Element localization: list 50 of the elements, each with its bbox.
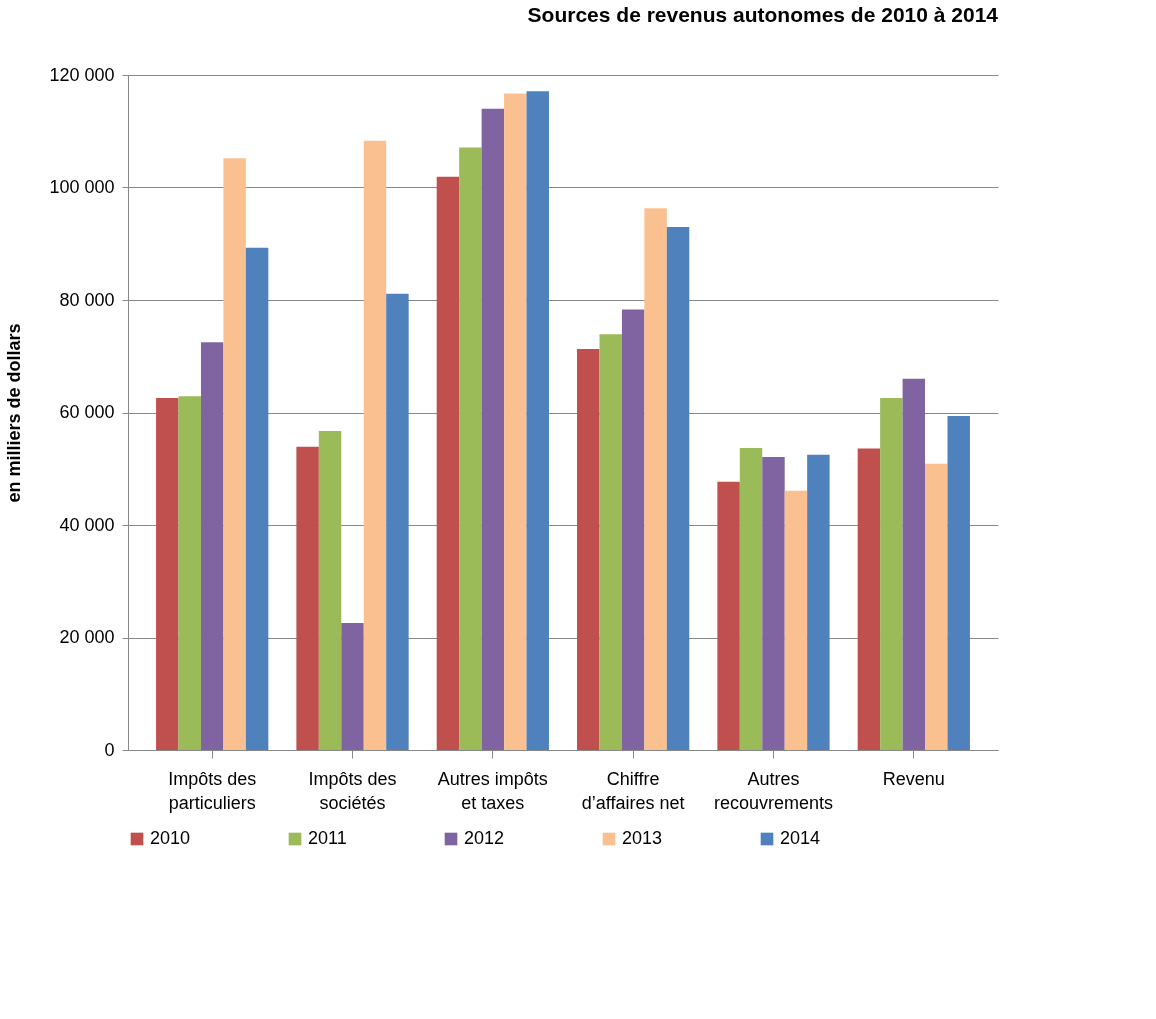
bar bbox=[296, 446, 319, 750]
y-tick-label: 20 000 bbox=[59, 627, 115, 647]
y-tick-label: 40 000 bbox=[59, 514, 115, 535]
x-tick-label: Revenu bbox=[882, 768, 945, 789]
bar bbox=[807, 454, 830, 750]
bar bbox=[386, 293, 409, 750]
bar bbox=[481, 108, 505, 750]
x-tick-label: Impôts des particuliers bbox=[168, 768, 257, 813]
bar bbox=[857, 448, 881, 750]
chart-title: Sources de revenus autonomes de 2010 à 2014 bbox=[527, 3, 999, 26]
y-tick-label: 60 000 bbox=[59, 402, 115, 422]
legend-label: 2014 bbox=[780, 828, 821, 848]
bar bbox=[739, 447, 763, 750]
y-tick-label: 0 bbox=[104, 739, 115, 760]
bar bbox=[644, 208, 667, 750]
y-tick-label: 120 000 bbox=[49, 64, 115, 85]
x-tick-label: Autres impôts et taxes bbox=[437, 768, 548, 813]
legend-label: 2010 bbox=[150, 828, 191, 848]
bar bbox=[784, 490, 808, 750]
bar bbox=[200, 342, 224, 750]
bar bbox=[245, 247, 269, 750]
legend-label: 2013 bbox=[622, 828, 663, 848]
legend-label: 2011 bbox=[308, 828, 347, 848]
bar bbox=[436, 176, 460, 750]
x-tick-label: Chiffre d’affaires net bbox=[581, 768, 685, 813]
x-tick-label: Autres recouvrements bbox=[713, 768, 834, 813]
bar bbox=[947, 415, 970, 750]
bar bbox=[902, 378, 926, 750]
bar bbox=[459, 147, 482, 750]
legend-label: 2012 bbox=[464, 828, 505, 848]
bar bbox=[621, 309, 645, 750]
bar bbox=[599, 334, 622, 750]
bar bbox=[880, 397, 903, 750]
bar bbox=[526, 91, 549, 750]
bar bbox=[717, 481, 740, 750]
bar bbox=[223, 158, 246, 750]
bar bbox=[925, 463, 948, 750]
bar bbox=[341, 622, 364, 750]
bar bbox=[762, 456, 785, 750]
bar bbox=[156, 397, 179, 750]
bar bbox=[318, 431, 342, 750]
bar bbox=[504, 93, 527, 750]
bar bbox=[363, 140, 387, 750]
bar bbox=[666, 226, 690, 750]
y-tick-label: 80 000 bbox=[59, 289, 115, 310]
y-tick-label: 100 000 bbox=[49, 177, 115, 197]
bar bbox=[178, 396, 201, 750]
y-axis-title: en milliers de dollars bbox=[4, 323, 25, 503]
bar bbox=[577, 348, 600, 750]
x-tick-label: Impôts des sociétés bbox=[308, 768, 397, 813]
